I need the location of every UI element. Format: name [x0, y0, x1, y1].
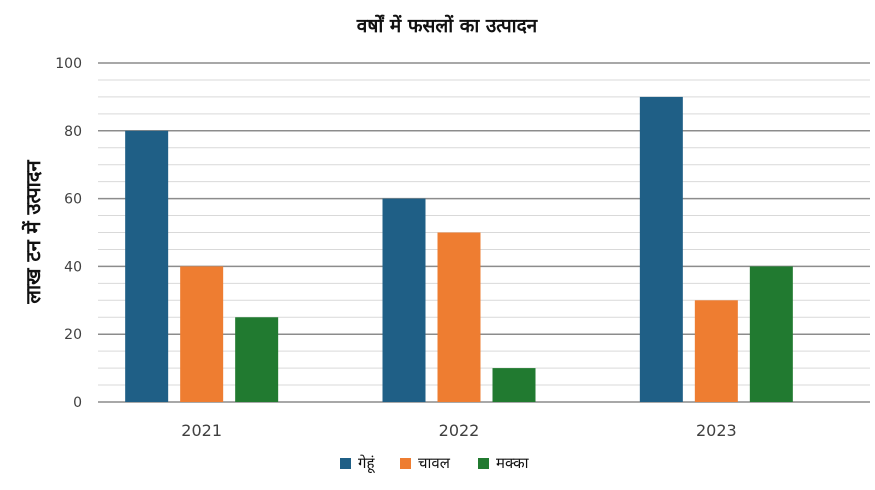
y-tick-label: 60 [64, 192, 82, 208]
y-tick-label: 40 [64, 259, 82, 275]
bar [382, 198, 426, 402]
bar [749, 266, 793, 402]
x-tick-label: 2022 [439, 421, 480, 440]
y-axis-label: लाख टन में उत्पादन [21, 160, 45, 305]
bar [639, 96, 683, 403]
bar [180, 266, 224, 402]
legend-swatch [340, 458, 351, 469]
y-tick-label: 100 [55, 56, 82, 72]
bar [492, 368, 536, 402]
y-tick-labels: 0 20 40 60 80 100 [55, 56, 82, 411]
y-tick-label: 80 [64, 124, 82, 140]
bar [694, 300, 738, 402]
bar [125, 130, 169, 403]
legend-swatch [400, 458, 411, 469]
chart-title: वर्षों में फसलों का उत्पादन [356, 14, 539, 37]
bars [125, 96, 793, 403]
y-tick-label: 20 [64, 327, 82, 343]
legend-label: गेहूं [358, 454, 375, 474]
legend-swatch [478, 458, 489, 469]
x-tick-labels: 2021 2022 2023 [181, 421, 736, 440]
gridlines [98, 62, 870, 403]
x-tick-label: 2021 [181, 421, 222, 440]
legend-label: चावल [418, 454, 451, 472]
bar [437, 232, 481, 402]
y-tick-label: 0 [73, 395, 82, 411]
x-tick-label: 2023 [696, 421, 737, 440]
bar [235, 317, 279, 402]
legend-label: मक्का [496, 454, 530, 472]
legend: गेहूं चावल मक्का [340, 454, 530, 474]
